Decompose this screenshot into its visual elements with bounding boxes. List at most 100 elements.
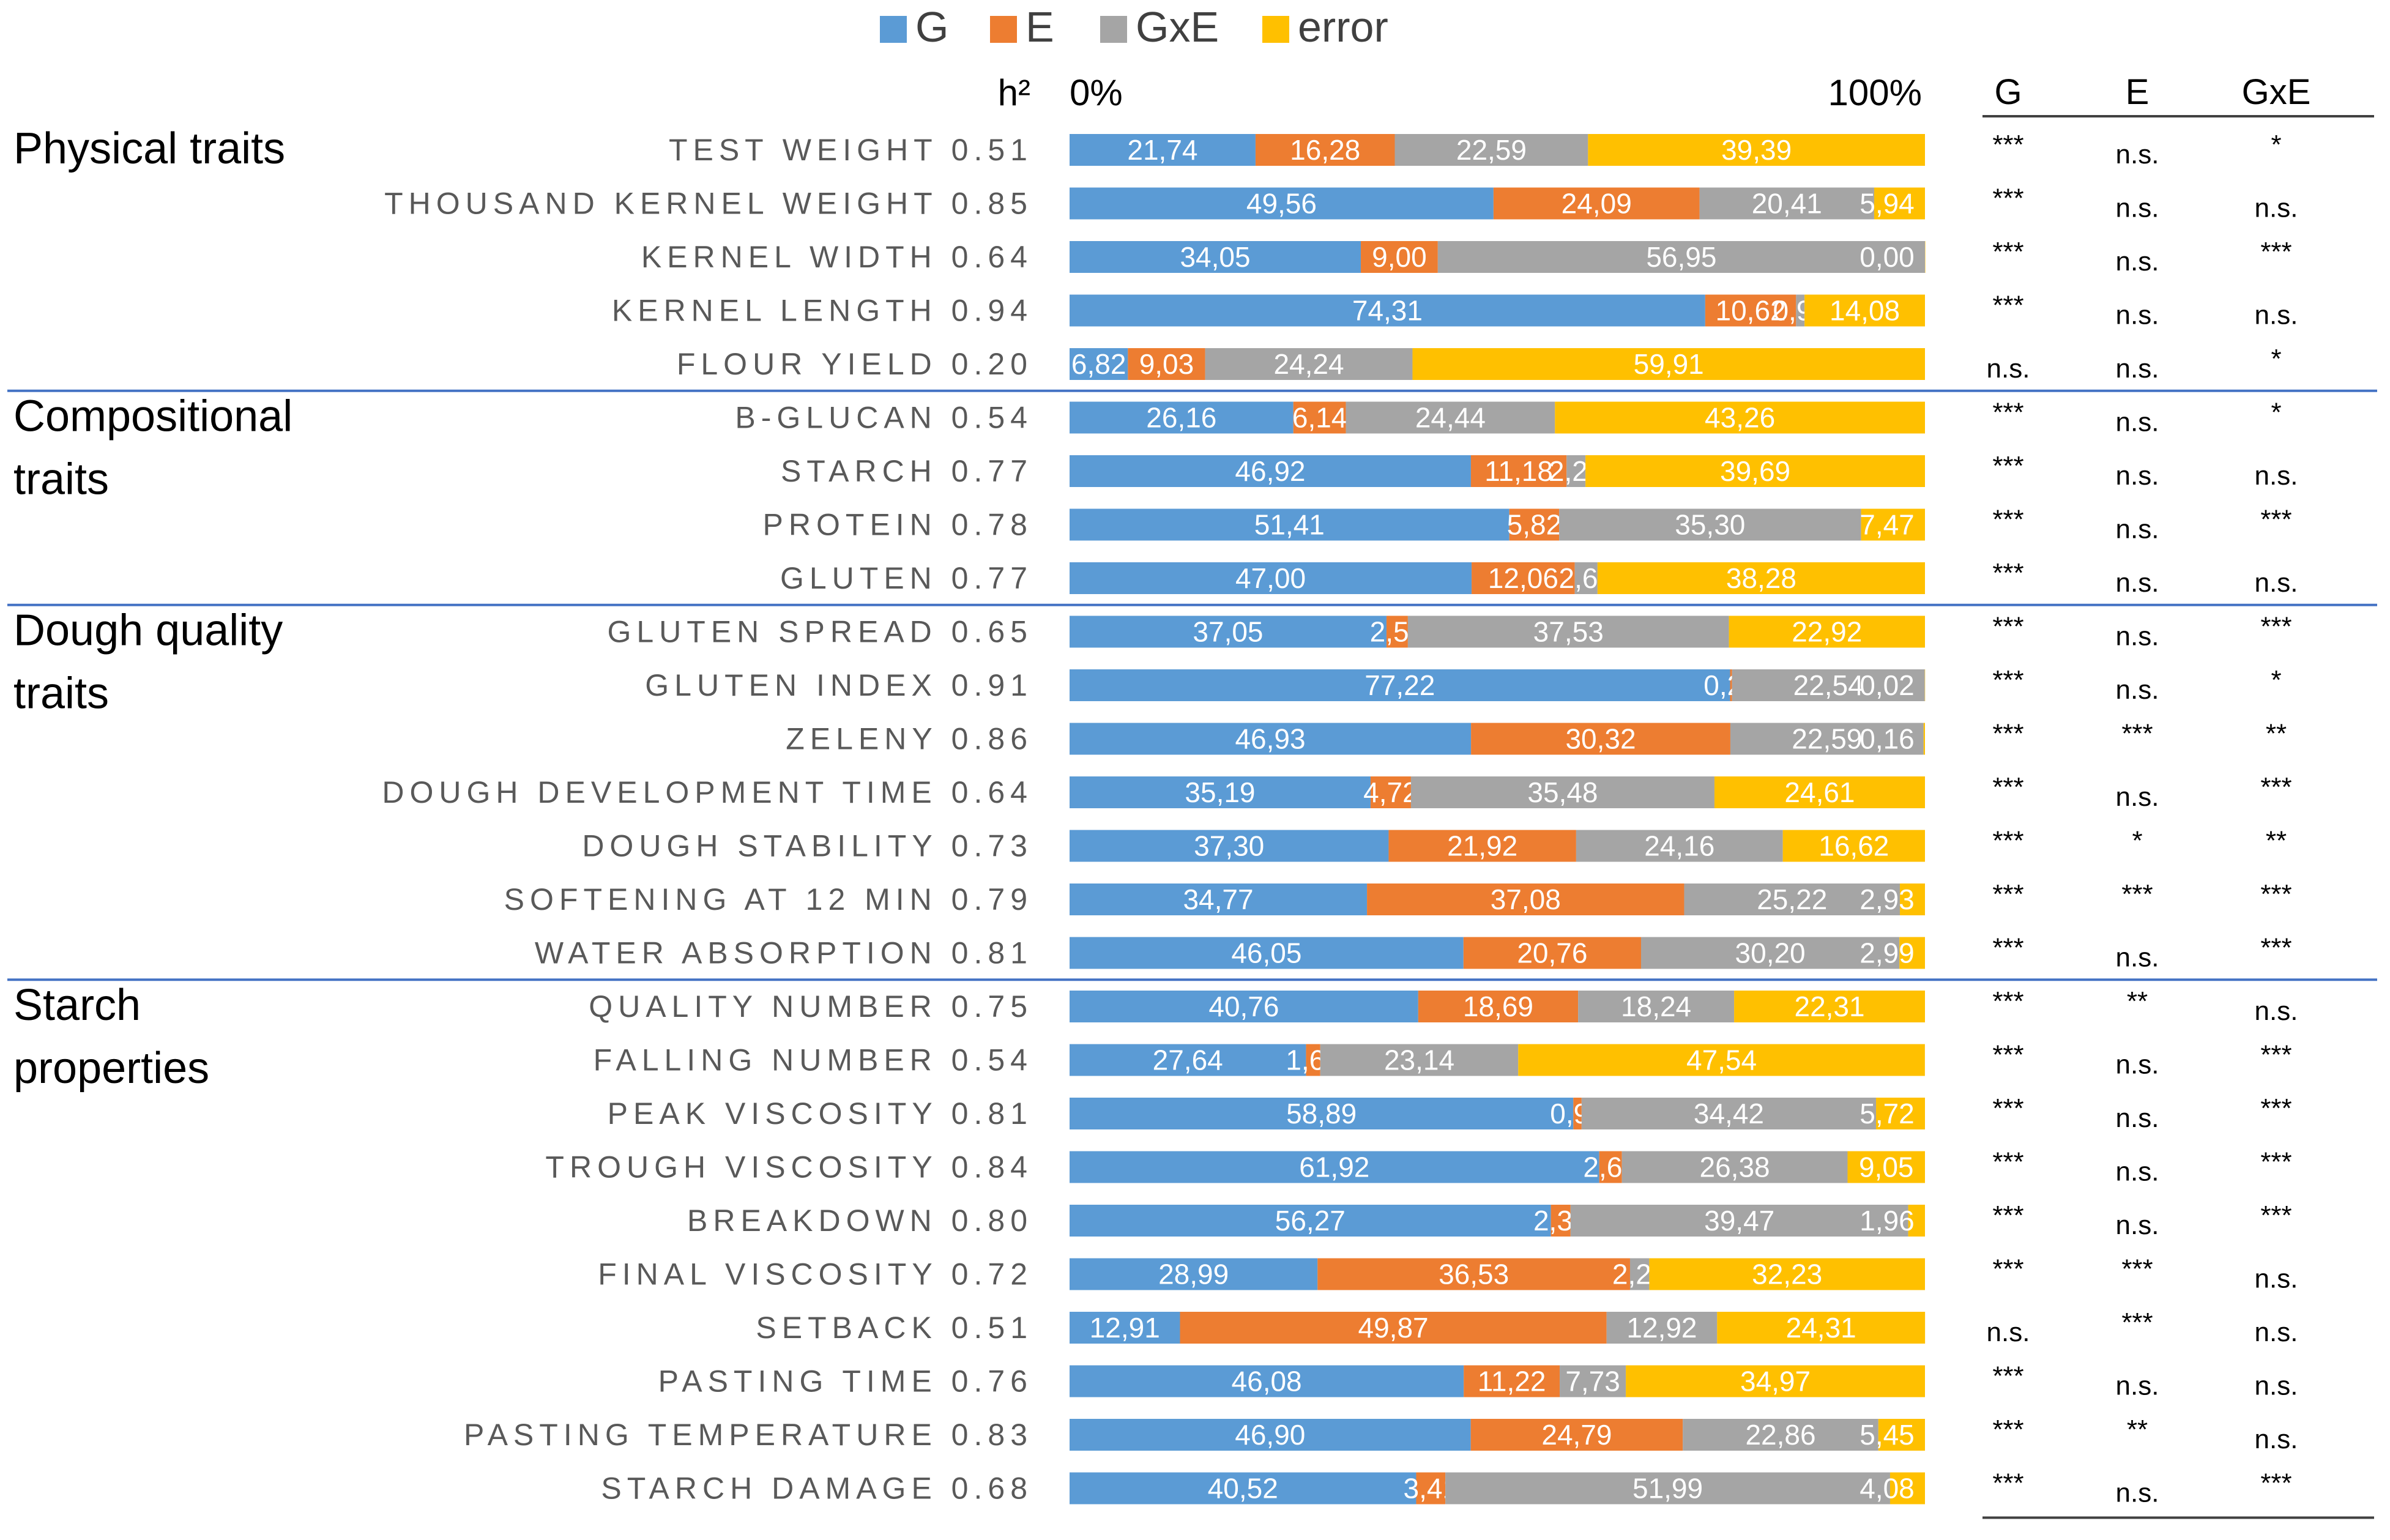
bar-value-label-e: 21,92 (1447, 830, 1517, 862)
bar-segment-g (1070, 937, 1464, 969)
bar-value-label-gxe: 22,59 (1456, 134, 1527, 166)
significance-g: *** (1992, 719, 2023, 749)
significance-g: *** (1992, 1147, 2023, 1177)
bar-value-label-g: 26,16 (1146, 402, 1216, 434)
trait-row: PASTING TEMPERATURE 0.83 46,90 24,79 22,86 5… (464, 1415, 2298, 1454)
significance-g: *** (1992, 130, 2023, 160)
bar-value-label-e: 6,14 (1292, 402, 1347, 434)
bar-value-label-g: 58,89 (1286, 1098, 1357, 1129)
bar-segment-gxe (1570, 1205, 1908, 1237)
bar-segment-g (1070, 134, 1256, 166)
significance-gxe: n.s. (2255, 996, 2298, 1026)
bar-segment-error (1847, 1151, 1925, 1183)
bar-segment-error (1908, 1205, 1925, 1237)
significance-e: n.s. (2116, 568, 2159, 598)
significance-gxe: *** (2260, 1200, 2291, 1230)
bar-value-label-gxe: 35,48 (1527, 776, 1598, 808)
bar-value-label-g: 34,05 (1180, 241, 1250, 273)
significance-gxe: *** (2260, 933, 2291, 963)
bar-segment-g (1070, 294, 1705, 327)
bar-value-label-e: 30,32 (1565, 723, 1636, 755)
significance-g: *** (1992, 558, 2023, 588)
bar-segment-gxe (1796, 294, 1805, 327)
bar-value-label-g: 74,31 (1352, 295, 1423, 327)
bar-segment-error (1878, 1419, 1925, 1451)
bar-segment-gxe (1346, 401, 1555, 434)
significance-e: n.s. (2116, 782, 2159, 812)
bar-segment-e (1306, 1044, 1320, 1076)
bar-value-label-error: 0,02 (1860, 669, 1915, 701)
bar-segment-g (1070, 616, 1387, 648)
trait-row: QUALITY NUMBER 0.75 40,76 18,69 18,24 22,31 *… (589, 986, 2298, 1026)
trait-label: SETBACK 0.51 (756, 1311, 1033, 1345)
bar-value-label-gxe: 18,24 (1621, 991, 1691, 1022)
bar-segment-g (1070, 455, 1471, 487)
bar-segment-e (1317, 1258, 1630, 1290)
trait-label: PROTEIN 0.78 (763, 508, 1033, 542)
bar-value-label-gxe: 24,16 (1644, 830, 1714, 862)
bar-value-label-g: 56,27 (1275, 1205, 1346, 1237)
significance-g: *** (1992, 505, 2023, 535)
bar-value-label-gxe: 34,42 (1694, 1098, 1764, 1129)
bar-segment-error (1874, 187, 1925, 220)
trait-label: FINAL VISCOSITY 0.72 (598, 1257, 1033, 1292)
significance-gxe: * (2271, 130, 2281, 160)
trait-label: KERNEL WIDTH 0.64 (641, 240, 1033, 274)
bar-segment-e (1463, 937, 1642, 969)
bar-segment-e (1472, 562, 1575, 594)
bar-segment-g (1070, 348, 1128, 380)
bar-segment-e (1471, 723, 1730, 755)
bar-value-label-e: 36,53 (1439, 1259, 1509, 1290)
bar-value-label-error: 5,72 (1860, 1098, 1915, 1129)
bar-value-label-g: 61,92 (1299, 1151, 1369, 1183)
bar-value-label-gxe: 22,59 (1792, 723, 1862, 755)
legend-swatch-error (1262, 16, 1289, 43)
bar-segment-error (1925, 241, 1926, 273)
trait-row: SETBACK 0.51 12,91 49,87 12,92 24,31 n.s. *** n… (756, 1308, 2298, 1347)
bar-value-label-e: 5,82 (1507, 509, 1562, 541)
trait-label: Β-GLUCAN 0.54 (735, 401, 1033, 435)
bar-value-label-e: 10,62 (1716, 295, 1786, 327)
bar-segment-g (1070, 1365, 1464, 1397)
bar-value-label-g: 49,56 (1246, 188, 1317, 220)
significance-header-g: G (1994, 72, 2022, 112)
trait-label: THOUSAND KERNEL WEIGHT 0.85 (384, 187, 1033, 221)
significance-e: n.s. (2116, 300, 2159, 330)
bar-segment-e (1705, 294, 1796, 327)
bar-value-label-g: 51,41 (1254, 509, 1325, 541)
group-label: Physical traits (13, 124, 285, 173)
bar-segment-gxe (1730, 723, 1924, 755)
bar-value-label-e: 18,69 (1463, 991, 1533, 1022)
legend-label-e: E (1026, 3, 1054, 51)
bar-segment-g (1070, 401, 1294, 434)
bar-value-label-g: 34,77 (1183, 883, 1253, 915)
significance-gxe: n.s. (2255, 1371, 2298, 1401)
legend-label-gxe: GxE (1136, 3, 1219, 51)
significance-e: n.s. (2116, 407, 2159, 437)
trait-row: GLUTEN 0.77 47,00 12,06 2,66 38,28 *** n.s. n.s… (780, 558, 2298, 598)
bar-segment-gxe (1410, 776, 1714, 808)
bar-segment-gxe (1621, 1151, 1848, 1183)
group-label: traits (13, 455, 109, 504)
significance-e: n.s. (2116, 943, 2159, 973)
bar-segment-error (1924, 669, 1926, 701)
significance-gxe: * (2271, 344, 2281, 374)
trait-label: FALLING NUMBER 0.54 (594, 1043, 1033, 1077)
trait-label: DOUGH STABILITY 0.73 (582, 829, 1033, 863)
bar-value-label-g: 28,99 (1158, 1259, 1229, 1290)
trait-label: FLOUR YIELD 0.20 (677, 347, 1033, 381)
bar-segment-error (1412, 348, 1925, 380)
bar-segment-gxe (1683, 1419, 1878, 1451)
bar-value-label-gxe: 37,53 (1533, 616, 1604, 648)
bar-value-label-gxe: 23,14 (1384, 1044, 1454, 1076)
trait-label: TEST WEIGHT 0.51 (669, 133, 1033, 167)
bar-segment-e (1464, 1365, 1560, 1397)
significance-g: *** (1992, 986, 2023, 1016)
bar-segment-g (1070, 1472, 1417, 1505)
bar-segment-gxe (1576, 830, 1783, 862)
bar-segment-g (1070, 508, 1510, 541)
bar-value-label-g: 35,19 (1185, 776, 1255, 808)
bar-value-label-error: 22,31 (1794, 991, 1864, 1022)
bar-value-label-e: 16,28 (1290, 134, 1360, 166)
significance-e: *** (2121, 879, 2153, 909)
